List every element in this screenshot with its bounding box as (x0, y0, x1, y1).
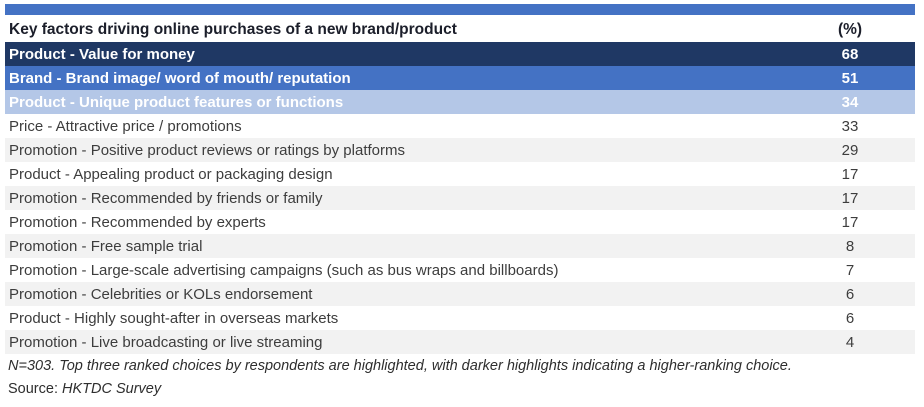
table-row: Product - Highly sought-after in oversea… (5, 306, 915, 330)
table-unit-header: (%) (837, 20, 863, 38)
table-row: Promotion - Recommended by experts 17 (5, 210, 915, 234)
row-label: Promotion - Celebrities or KOLs endorsem… (9, 285, 313, 303)
table-row: Promotion - Free sample trial 8 (5, 234, 915, 258)
table-row: Promotion - Celebrities or KOLs endorsem… (5, 282, 915, 306)
key-factors-table: Key factors driving online purchases of … (5, 17, 915, 354)
row-value: 29 (841, 141, 859, 159)
row-value: 4 (845, 333, 855, 351)
top-accent-bar (5, 4, 915, 15)
table-row: Promotion - Recommended by friends or fa… (5, 186, 915, 210)
row-value: 33 (841, 117, 859, 135)
row-value: 68 (841, 45, 859, 63)
row-value: 6 (845, 285, 855, 303)
row-label: Price - Attractive price / promotions (9, 117, 242, 135)
row-label: Product - Unique product features or fun… (9, 93, 344, 111)
footnote-block: N=303. Top three ranked choices by respo… (8, 355, 916, 400)
row-value: 17 (841, 213, 859, 231)
row-value: 17 (841, 189, 859, 207)
row-label: Product - Value for money (9, 45, 195, 63)
row-label: Brand - Brand image/ word of mouth/ repu… (9, 69, 351, 87)
source-line: Source: HKTDC Survey (8, 378, 916, 400)
table-row: Promotion - Live broadcasting or live st… (5, 330, 915, 354)
row-label: Product - Highly sought-after in oversea… (9, 309, 339, 327)
table-row: Promotion - Large-scale advertising camp… (5, 258, 915, 282)
row-label: Promotion - Recommended by friends or fa… (9, 189, 323, 207)
row-label: Promotion - Free sample trial (9, 237, 203, 255)
table-title: Key factors driving online purchases of … (9, 20, 457, 38)
table-row-rank1: Product - Value for money 68 (5, 42, 915, 66)
row-label: Promotion - Large-scale advertising camp… (9, 261, 559, 279)
table-row: Product - Appealing product or packaging… (5, 162, 915, 186)
table-row: Promotion - Positive product reviews or … (5, 138, 915, 162)
row-value: 8 (845, 237, 855, 255)
table-header-row: Key factors driving online purchases of … (5, 17, 915, 42)
row-label: Promotion - Positive product reviews or … (9, 141, 405, 159)
row-value: 34 (841, 93, 859, 111)
table-row: Price - Attractive price / promotions 33 (5, 114, 915, 138)
row-label: Promotion - Live broadcasting or live st… (9, 333, 323, 351)
table-row-rank2: Brand - Brand image/ word of mouth/ repu… (5, 66, 915, 90)
source-label: Source: (8, 381, 58, 397)
row-value: 51 (841, 69, 859, 87)
row-value: 6 (845, 309, 855, 327)
footnote-text: N=303. Top three ranked choices by respo… (8, 358, 792, 374)
row-value: 17 (841, 165, 859, 183)
table-row-rank3: Product - Unique product features or fun… (5, 90, 915, 114)
row-label: Promotion - Recommended by experts (9, 213, 266, 231)
row-label: Product - Appealing product or packaging… (9, 165, 333, 183)
source-value: HKTDC Survey (61, 381, 162, 397)
row-value: 7 (845, 261, 855, 279)
